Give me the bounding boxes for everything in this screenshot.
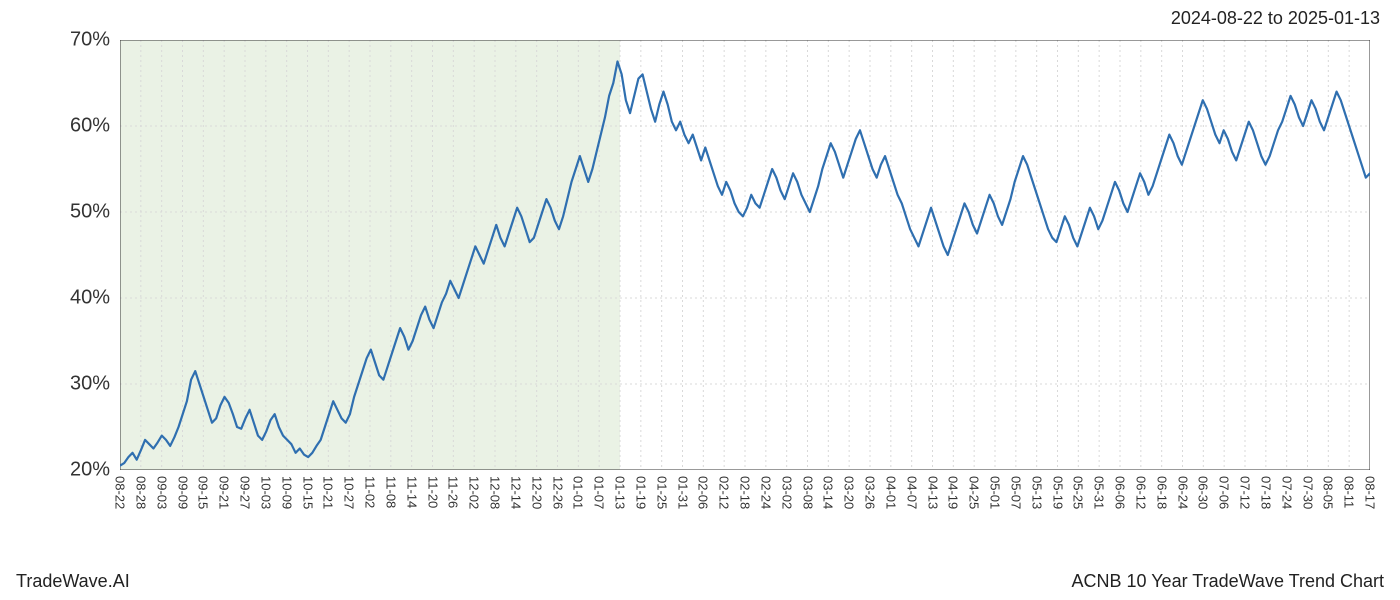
x-tick-label: 11-08 xyxy=(383,476,398,508)
date-range-label: 2024-08-22 to 2025-01-13 xyxy=(1171,8,1380,29)
x-tick-label: 01-25 xyxy=(654,476,669,509)
x-tick-label: 02-18 xyxy=(738,476,753,509)
x-tick-label: 10-15 xyxy=(300,476,315,509)
chart-area: 20%30%40%50%60%70%08-2208-2809-0309-0909… xyxy=(120,40,1370,470)
x-tick-label: 04-19 xyxy=(946,476,961,509)
x-tick-label: 01-07 xyxy=(592,476,607,509)
x-tick-label: 11-26 xyxy=(446,476,461,508)
x-tick-label: 06-06 xyxy=(1113,476,1128,509)
x-tick-label: 07-18 xyxy=(1258,476,1273,509)
x-tick-label: 10-27 xyxy=(342,476,357,509)
x-tick-label: 01-01 xyxy=(571,476,586,509)
x-tick-label: 09-21 xyxy=(217,476,232,509)
x-tick-label: 09-27 xyxy=(238,476,253,509)
x-tick-label: 09-03 xyxy=(154,476,169,509)
x-tick-label: 02-24 xyxy=(758,476,773,509)
x-tick-label: 06-24 xyxy=(1175,476,1190,509)
x-tick-label: 11-20 xyxy=(425,476,440,508)
x-tick-label: 12-14 xyxy=(508,476,523,509)
x-tick-label: 06-30 xyxy=(1196,476,1211,509)
x-tick-label: 12-26 xyxy=(550,476,565,509)
y-tick-label: 60% xyxy=(70,115,110,138)
y-tick-label: 50% xyxy=(70,201,110,224)
x-tick-label: 08-28 xyxy=(133,476,148,509)
x-tick-label: 07-06 xyxy=(1217,476,1232,509)
x-tick-label: 04-07 xyxy=(904,476,919,509)
x-tick-label: 11-02 xyxy=(363,476,378,508)
x-tick-label: 02-12 xyxy=(717,476,732,509)
x-tick-label: 03-26 xyxy=(863,476,878,509)
x-tick-label: 03-20 xyxy=(842,476,857,509)
chart-title: ACNB 10 Year TradeWave Trend Chart xyxy=(1072,571,1385,592)
x-tick-label: 07-24 xyxy=(1279,476,1294,509)
x-tick-label: 08-11 xyxy=(1342,476,1357,508)
x-tick-label: 06-18 xyxy=(1154,476,1169,509)
y-tick-label: 40% xyxy=(70,287,110,310)
x-tick-label: 11-14 xyxy=(404,476,419,508)
x-tick-label: 09-09 xyxy=(175,476,190,509)
x-tick-label: 08-22 xyxy=(113,476,128,509)
brand-label: TradeWave.AI xyxy=(16,571,130,592)
y-tick-label: 70% xyxy=(70,29,110,52)
x-tick-label: 05-25 xyxy=(1071,476,1086,509)
x-tick-label: 12-02 xyxy=(467,476,482,509)
x-tick-label: 01-19 xyxy=(633,476,648,509)
x-tick-label: 01-31 xyxy=(675,476,690,509)
x-tick-label: 07-30 xyxy=(1300,476,1315,509)
x-tick-label: 03-08 xyxy=(800,476,815,509)
line-chart-svg xyxy=(120,40,1370,470)
y-tick-label: 20% xyxy=(70,459,110,482)
x-tick-label: 05-07 xyxy=(1008,476,1023,509)
x-tick-label: 05-19 xyxy=(1050,476,1065,509)
y-tick-label: 30% xyxy=(70,373,110,396)
x-tick-label: 06-12 xyxy=(1133,476,1148,509)
x-tick-label: 04-13 xyxy=(925,476,940,509)
x-tick-label: 08-17 xyxy=(1363,476,1378,509)
x-tick-label: 05-13 xyxy=(1029,476,1044,509)
x-tick-label: 08-05 xyxy=(1321,476,1336,509)
x-tick-label: 04-01 xyxy=(883,476,898,509)
x-tick-label: 05-01 xyxy=(988,476,1003,509)
x-tick-label: 04-25 xyxy=(967,476,982,509)
x-tick-label: 10-21 xyxy=(321,476,336,509)
x-tick-label: 07-12 xyxy=(1238,476,1253,509)
x-tick-label: 10-03 xyxy=(258,476,273,509)
x-tick-label: 01-13 xyxy=(613,476,628,509)
x-tick-label: 03-14 xyxy=(821,476,836,509)
x-tick-label: 12-20 xyxy=(529,476,544,509)
x-tick-label: 09-15 xyxy=(196,476,211,509)
x-tick-label: 02-06 xyxy=(696,476,711,509)
x-tick-label: 03-02 xyxy=(779,476,794,509)
x-tick-label: 12-08 xyxy=(488,476,503,509)
x-tick-label: 10-09 xyxy=(279,476,294,509)
x-tick-label: 05-31 xyxy=(1092,476,1107,509)
